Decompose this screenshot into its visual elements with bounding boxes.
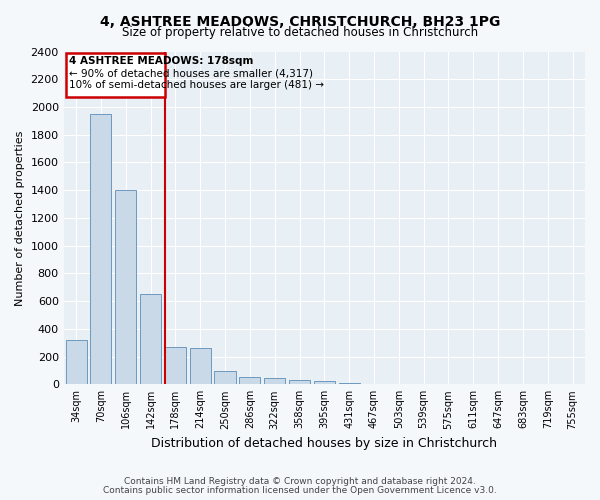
Bar — [314, 382, 335, 384]
Bar — [165, 347, 186, 385]
Text: Contains public sector information licensed under the Open Government Licence v3: Contains public sector information licen… — [103, 486, 497, 495]
Y-axis label: Number of detached properties: Number of detached properties — [15, 130, 25, 306]
Bar — [91, 114, 112, 384]
Bar — [115, 190, 136, 384]
Bar — [214, 371, 236, 384]
FancyBboxPatch shape — [65, 53, 165, 98]
Bar — [190, 348, 211, 385]
Text: Contains HM Land Registry data © Crown copyright and database right 2024.: Contains HM Land Registry data © Crown c… — [124, 477, 476, 486]
X-axis label: Distribution of detached houses by size in Christchurch: Distribution of detached houses by size … — [151, 437, 497, 450]
Bar — [264, 378, 285, 384]
Text: Size of property relative to detached houses in Christchurch: Size of property relative to detached ho… — [122, 26, 478, 39]
Text: ← 90% of detached houses are smaller (4,317): ← 90% of detached houses are smaller (4,… — [68, 68, 313, 78]
Bar — [239, 378, 260, 384]
Bar — [338, 382, 360, 384]
Bar — [140, 294, 161, 384]
Bar — [65, 340, 86, 384]
Text: 4, ASHTREE MEADOWS, CHRISTCHURCH, BH23 1PG: 4, ASHTREE MEADOWS, CHRISTCHURCH, BH23 1… — [100, 15, 500, 29]
Bar — [289, 380, 310, 384]
Text: 10% of semi-detached houses are larger (481) →: 10% of semi-detached houses are larger (… — [68, 80, 323, 90]
Text: 4 ASHTREE MEADOWS: 178sqm: 4 ASHTREE MEADOWS: 178sqm — [68, 56, 253, 66]
